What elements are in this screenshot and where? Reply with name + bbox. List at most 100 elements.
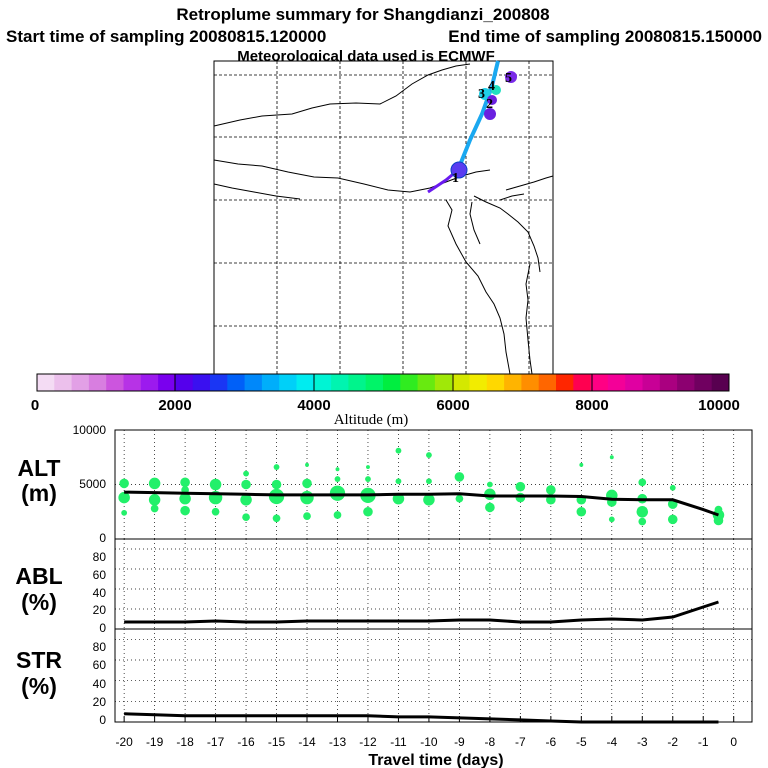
x-tick-label: -1: [698, 735, 709, 749]
alt-cluster-dot: [335, 467, 340, 472]
alt-cluster-dot: [334, 476, 341, 482]
alt-cluster-dot: [268, 488, 285, 505]
plume-cluster-marker: [484, 108, 496, 120]
colorbar-tick-label: 0: [31, 397, 39, 414]
colorbar-tick-label: 10000: [698, 397, 740, 414]
alt-cluster-dot: [273, 464, 280, 470]
y-tick-label: 80: [93, 640, 107, 654]
plume-tracks: [427, 60, 517, 194]
alt-cluster-dot: [636, 506, 649, 518]
alt-y-ticks: 0 5000 10000: [73, 423, 107, 545]
alt-cluster-dot: [148, 494, 161, 506]
x-tick-label: -14: [298, 735, 316, 749]
plume-label: 2: [486, 97, 493, 112]
alt-cluster-dot: [241, 479, 251, 490]
x-tick-label: -10: [420, 735, 438, 749]
y-tick-label: 0: [99, 531, 106, 545]
colorbar-cell: [37, 374, 55, 391]
colorbar-cell: [244, 374, 263, 391]
str-panel-unit: (%): [21, 673, 57, 699]
y-tick-label: 10000: [73, 423, 107, 437]
alt-cluster-dot: [333, 511, 342, 519]
alt-cluster-dot: [305, 462, 309, 467]
panel-lines: [124, 490, 719, 724]
alt-cluster-dot: [243, 470, 249, 477]
colorbar-tick-label: 2000: [158, 397, 191, 414]
colorbar-cell: [590, 374, 609, 391]
alt-cluster-dot: [209, 478, 222, 491]
alt-cluster-dot: [300, 490, 314, 505]
colorbar-cell: [313, 374, 332, 391]
colorbar-tick-label: 4000: [297, 397, 330, 414]
alt-cluster-dot: [119, 478, 129, 489]
y-tick-label: 40: [93, 677, 107, 691]
colorbar-cell: [175, 374, 194, 391]
str-y-ticks: 0 20 40 60 80: [93, 640, 107, 727]
y-tick-label: 20: [93, 603, 107, 617]
colorbar-cell: [677, 374, 695, 391]
alt-cluster-dot: [329, 485, 346, 501]
alt-cluster-dot: [423, 494, 435, 506]
plume-label: 1: [452, 171, 459, 186]
str-line: [124, 712, 719, 724]
sampling-end-time: End time of sampling 20080815.150000: [448, 27, 762, 46]
abl-line: [124, 600, 719, 624]
alt-cluster-dot: [714, 505, 723, 514]
x-tick-label: -3: [637, 735, 648, 749]
alt-cluster-dot: [546, 485, 556, 495]
alt-cluster-dot: [426, 478, 432, 485]
colorbar-cell: [573, 374, 591, 391]
colorbar-cell: [469, 374, 488, 391]
alt-cluster-dot: [180, 477, 190, 488]
x-tick-label: -12: [359, 735, 377, 749]
map-graticule: [214, 61, 553, 374]
colorbar-tick-label: 8000: [575, 397, 608, 414]
x-tick-label: -11: [390, 735, 407, 749]
colorbar-cell: [625, 374, 643, 391]
colorbar-cell: [227, 374, 245, 391]
plume-labels: 1 2 3 4 5: [452, 71, 512, 186]
y-tick-label: 60: [93, 568, 107, 582]
alt-cluster-dot: [148, 477, 161, 490]
alt-panel-unit: (m): [21, 480, 57, 506]
colorbar-cell: [365, 374, 384, 391]
x-tick-label: -5: [576, 735, 587, 749]
alt-cluster-dot: [576, 506, 587, 517]
colorbar-cell: [279, 374, 297, 391]
x-tick-label: -19: [146, 735, 164, 749]
alt-cluster-dot: [638, 517, 647, 526]
colorbar-cell: [348, 374, 367, 391]
x-tick-label: -8: [485, 735, 496, 749]
colorbar-cell: [486, 374, 505, 391]
plume-cluster-marker: [450, 161, 468, 179]
colorbar-cell: [504, 374, 522, 391]
colorbar-cell: [331, 374, 349, 391]
alt-cluster-dot: [121, 509, 128, 516]
alt-cluster-dot: [240, 494, 252, 506]
colorbar-cell: [434, 374, 453, 391]
alt-cluster-dot: [667, 514, 678, 525]
x-tick-label: -13: [329, 735, 347, 749]
colorbar-cell: [88, 374, 107, 391]
x-axis-title: Travel time (days): [368, 752, 503, 768]
map-panel: 1 2 3 4 5: [213, 60, 554, 375]
alt-cluster-dot: [118, 491, 130, 504]
alt-cluster-dot: [366, 465, 370, 470]
colorbar-cell: [607, 374, 626, 391]
alt-cluster-dot: [515, 492, 526, 503]
colorbar-frame: [36, 373, 730, 392]
colorbar-cell: [158, 374, 176, 391]
alt-cluster-dot: [395, 447, 402, 454]
x-tick-label: -4: [606, 735, 617, 749]
x-tick-label: -6: [546, 735, 557, 749]
colorbar-cell: [694, 374, 713, 391]
y-tick-label: 60: [93, 658, 107, 672]
alt-panel-label: ALT: [17, 455, 60, 481]
plume-cluster-marker: [505, 71, 517, 83]
plume-cluster-marker: [491, 85, 501, 95]
x-tick-label: -15: [268, 735, 286, 749]
colorbar-title: Altitude (m): [334, 412, 409, 428]
x-tick-label: -9: [454, 735, 465, 749]
alt-cluster-dot: [303, 512, 311, 520]
alt-cluster-dot: [211, 507, 220, 516]
